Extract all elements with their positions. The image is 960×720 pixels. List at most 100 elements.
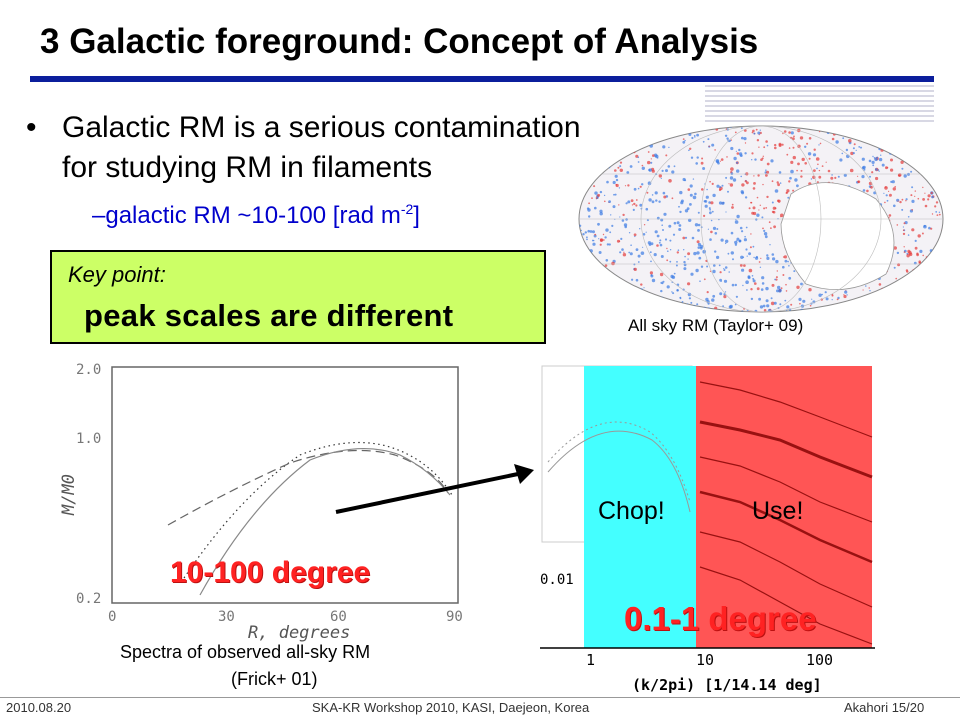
- rm-dot: [576, 284, 577, 286]
- rm-dot: [893, 266, 896, 269]
- rm-dot: [928, 134, 930, 136]
- rm-dot: [621, 129, 624, 132]
- rm-dot: [892, 187, 896, 191]
- rm-dot: [624, 225, 627, 229]
- rm-dot: [801, 157, 805, 162]
- rm-dot: [716, 184, 720, 188]
- spectra-citation: (Frick+ 01): [231, 669, 318, 689]
- rm-dot: [599, 209, 603, 213]
- rm-dot: [723, 268, 725, 270]
- rm-dot: [899, 131, 903, 136]
- rm-dot: [629, 252, 633, 256]
- left-plot-xlabel: R, degrees: [248, 623, 350, 643]
- rm-dot: [625, 288, 629, 293]
- rm-dot: [730, 167, 734, 171]
- rm-dot: [732, 258, 734, 261]
- rm-dot: [763, 207, 766, 210]
- rm-dot: [708, 207, 711, 210]
- rm-dot: [883, 192, 885, 194]
- rm-dot: [720, 238, 724, 242]
- rm-dot: [707, 228, 709, 230]
- rm-dot: [579, 279, 583, 283]
- key-point-label: Key point:: [68, 262, 166, 287]
- rm-dot: [788, 147, 791, 149]
- rm-dot: [816, 167, 818, 170]
- rm-dot: [702, 140, 705, 143]
- rm-dot: [594, 233, 597, 236]
- rm-dot: [884, 201, 886, 204]
- rm-dot: [635, 199, 638, 201]
- rm-dot: [928, 226, 931, 230]
- rm-dot: [591, 197, 593, 199]
- rm-dot: [937, 283, 939, 286]
- rm-dot: [638, 137, 640, 140]
- rm-dot: [758, 209, 760, 211]
- rm-dot: [672, 292, 675, 295]
- rm-dot: [800, 308, 804, 312]
- rm-dot: [810, 178, 813, 180]
- rm-dot: [606, 304, 610, 307]
- rm-dot: [592, 273, 596, 277]
- rm-dot: [929, 127, 934, 131]
- rm-dot: [763, 309, 767, 312]
- rm-dot: [825, 297, 829, 301]
- rm-dot: [710, 219, 713, 222]
- rm-dot: [662, 299, 666, 303]
- rm-dot: [734, 243, 738, 246]
- rm-dot: [621, 137, 625, 141]
- rm-dot: [714, 149, 716, 151]
- rm-dot: [579, 252, 581, 255]
- rm-dot: [931, 139, 934, 143]
- rm-dot: [809, 304, 812, 307]
- rm-dot: [707, 307, 711, 311]
- rm-dot: [611, 224, 614, 227]
- rm-dot: [665, 169, 668, 173]
- rm-dot: [831, 299, 833, 301]
- rm-dot: [914, 131, 917, 134]
- rm-dot: [831, 137, 835, 141]
- rm-dot: [621, 305, 624, 309]
- rm-dot: [731, 203, 734, 206]
- rm-dot: [676, 289, 679, 292]
- rm-dot: [830, 306, 834, 310]
- rm-dot: [703, 214, 706, 217]
- rm-dot: [922, 198, 925, 201]
- rm-dot: [862, 189, 866, 192]
- rm-dot: [796, 169, 798, 172]
- rm-dot: [873, 137, 876, 140]
- rm-dot: [730, 251, 734, 255]
- rm-dot: [709, 211, 712, 215]
- x-tick-label: 30: [218, 609, 235, 625]
- rm-dot: [633, 187, 637, 191]
- rm-dot: [757, 174, 760, 177]
- rm-dot: [660, 255, 664, 258]
- rm-dot: [776, 181, 779, 184]
- rm-dot: [782, 132, 784, 135]
- rm-dot: [579, 200, 580, 202]
- rm-dot: [921, 289, 925, 292]
- rm-dot: [728, 271, 730, 273]
- rm-dot: [911, 209, 913, 211]
- rm-dot: [824, 291, 827, 294]
- rm-dot: [656, 234, 660, 238]
- rm-dot: [899, 284, 903, 287]
- rm-dot: [634, 235, 636, 238]
- rm-dot: [658, 200, 661, 203]
- rm-dot: [921, 308, 924, 312]
- rm-dot: [714, 250, 717, 253]
- rm-dot: [906, 296, 908, 299]
- rm-dot: [762, 304, 766, 308]
- rm-dot: [684, 236, 688, 239]
- rm-dot: [818, 293, 822, 297]
- rm-dot: [866, 137, 870, 140]
- rm-dot: [626, 171, 630, 174]
- rm-dot: [637, 161, 640, 163]
- rm-dot: [899, 132, 902, 135]
- rm-dot: [712, 193, 716, 198]
- rm-dot: [653, 253, 657, 257]
- rm-dot: [766, 256, 770, 260]
- rm-dot: [653, 305, 655, 307]
- rm-dot: [743, 238, 747, 242]
- rm-dot: [646, 219, 649, 222]
- rm-dot: [696, 156, 699, 159]
